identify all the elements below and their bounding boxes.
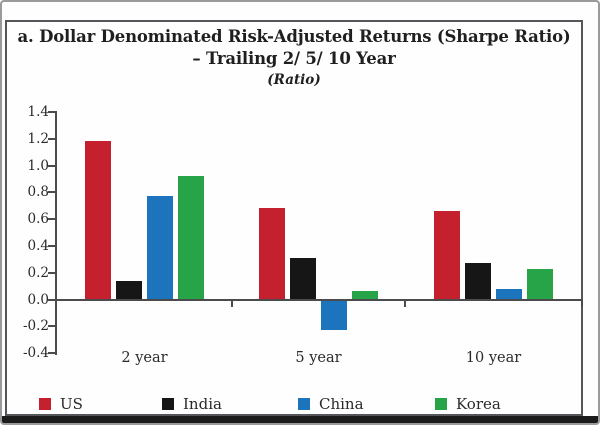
bar-china-2-year xyxy=(147,196,173,300)
legend-swatch-us xyxy=(39,398,51,410)
y-axis-tick xyxy=(48,164,55,167)
chart-title-line-1: a. Dollar Denominated Risk-Adjusted Retu… xyxy=(17,27,571,46)
legend-swatch-india xyxy=(162,398,174,410)
y-axis-tick-label: 1.0 xyxy=(27,157,49,174)
bar-korea-10-year xyxy=(527,268,553,300)
y-axis-tick xyxy=(48,325,55,328)
y-axis-tick-label: -0.2 xyxy=(22,318,49,335)
chart-title-line-2: – Trailing 2/ 5/ 10 Year xyxy=(192,49,396,68)
category-label: 10 year xyxy=(465,350,522,366)
legend-item-india: India xyxy=(162,395,222,413)
y-axis-tick xyxy=(48,218,55,221)
x-axis-tick xyxy=(404,300,406,307)
y-axis-line xyxy=(55,110,57,356)
bar-china-10-year xyxy=(496,288,522,300)
legend-item-us: US xyxy=(39,395,83,413)
x-axis-line xyxy=(55,298,583,301)
bar-korea-5-year xyxy=(352,291,378,300)
bar-us-5-year xyxy=(259,208,285,300)
chart-title-block: a. Dollar Denominated Risk-Adjusted Retu… xyxy=(12,26,576,89)
bar-korea-2-year xyxy=(178,176,204,300)
legend-label: US xyxy=(60,395,83,413)
y-axis-tick xyxy=(48,244,55,247)
y-axis-tick xyxy=(48,191,55,194)
legend-label: Korea xyxy=(456,395,501,413)
y-axis-tick-label: 0.6 xyxy=(27,211,49,228)
legend-label: India xyxy=(183,395,222,413)
chart-unit-label: (Ratio) xyxy=(267,72,321,88)
y-axis-tick-label: 1.4 xyxy=(27,103,49,120)
bar-india-5-year xyxy=(290,257,316,300)
y-axis-tick xyxy=(48,352,55,355)
y-axis-tick xyxy=(48,298,55,301)
legend-item-korea: Korea xyxy=(435,395,501,413)
x-axis-tick xyxy=(581,300,583,307)
category-label: 2 year xyxy=(121,350,168,366)
bar-india-10-year xyxy=(465,263,491,300)
y-axis-tick-label: 0.0 xyxy=(27,291,49,308)
y-axis-tick xyxy=(48,137,55,140)
y-axis-tick-label: 1.2 xyxy=(27,130,49,147)
bar-us-10-year xyxy=(434,211,460,300)
bar-india-2-year xyxy=(116,280,142,300)
bar-china-5-year xyxy=(321,301,347,331)
legend-swatch-korea xyxy=(435,398,447,410)
y-axis-tick xyxy=(48,110,55,113)
bottom-edge-strip xyxy=(2,416,598,423)
bar-us-2-year xyxy=(85,141,111,300)
y-axis-tick-label: 0.4 xyxy=(27,237,49,254)
panel-frame xyxy=(5,20,583,416)
y-axis-tick-label: 0.2 xyxy=(27,264,49,281)
y-axis-tick-label: 0.8 xyxy=(27,184,49,201)
legend-swatch-china xyxy=(298,398,310,410)
category-label: 5 year xyxy=(295,350,342,366)
x-axis-tick xyxy=(231,300,233,307)
y-axis-tick xyxy=(48,271,55,274)
legend-label: China xyxy=(319,395,364,413)
legend-item-china: China xyxy=(298,395,364,413)
y-axis-tick-label: -0.4 xyxy=(22,345,49,362)
